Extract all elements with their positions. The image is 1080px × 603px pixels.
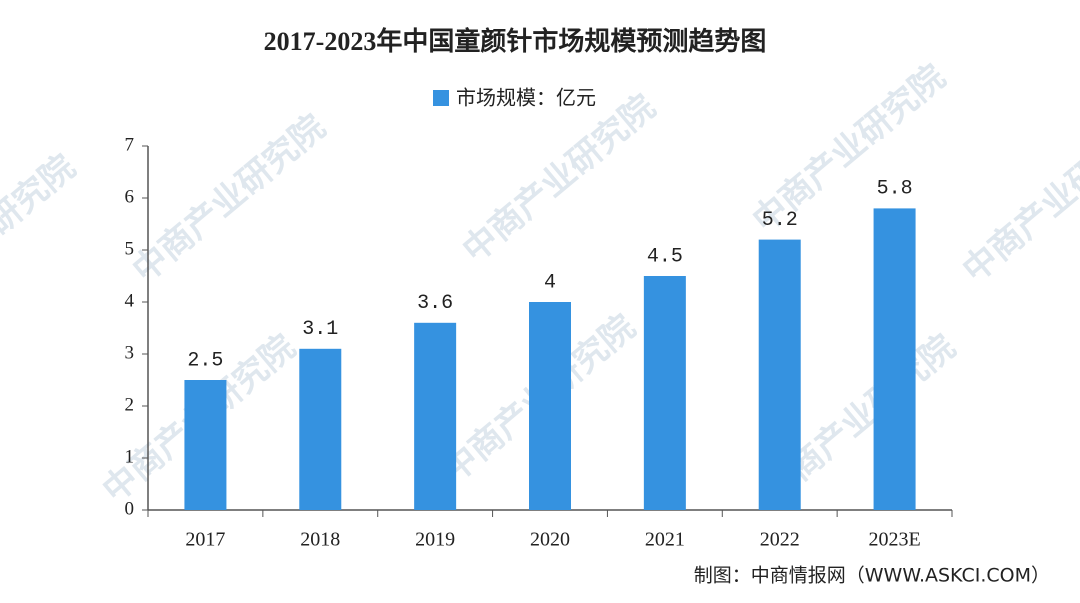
y-tick-label: 5	[125, 238, 135, 259]
value-label: 4.5	[647, 245, 683, 268]
y-tick-label: 3	[125, 342, 135, 363]
y-tick-label: 7	[125, 134, 135, 155]
value-label: 4	[544, 271, 556, 294]
value-label: 3.1	[302, 318, 338, 341]
source-note: 制图：中商情报网（WWW.ASKCI.COM）	[694, 565, 1050, 587]
x-tick-label: 2022	[760, 529, 800, 551]
x-tick-label: 2020	[530, 529, 570, 551]
x-tick-label: 2018	[300, 529, 340, 551]
legend-label: 市场规模：亿元	[456, 86, 596, 110]
x-tick-label: 2017	[185, 529, 225, 551]
y-tick-label: 2	[125, 394, 135, 415]
value-label: 3.6	[417, 292, 453, 315]
bar	[643, 276, 686, 510]
bar	[758, 239, 801, 510]
value-label: 5.2	[762, 209, 798, 232]
x-tick-label: 2021	[645, 529, 685, 551]
y-tick-label: 6	[125, 186, 135, 207]
legend-swatch	[433, 90, 449, 106]
bar	[414, 322, 457, 510]
chart-title: 2017-2023年中国童颜针市场规模预测趋势图	[264, 26, 767, 56]
bar	[299, 348, 342, 510]
x-tick-label: 2019	[415, 529, 455, 551]
y-tick-label: 4	[125, 290, 135, 311]
bar	[529, 302, 571, 510]
y-tick-label: 0	[125, 498, 135, 519]
bar	[873, 208, 916, 510]
bar	[184, 380, 227, 510]
value-label: 2.5	[187, 349, 223, 372]
x-tick-label: 2023E	[868, 529, 920, 551]
value-label: 5.8	[877, 178, 913, 201]
y-tick-label: 1	[125, 446, 135, 467]
